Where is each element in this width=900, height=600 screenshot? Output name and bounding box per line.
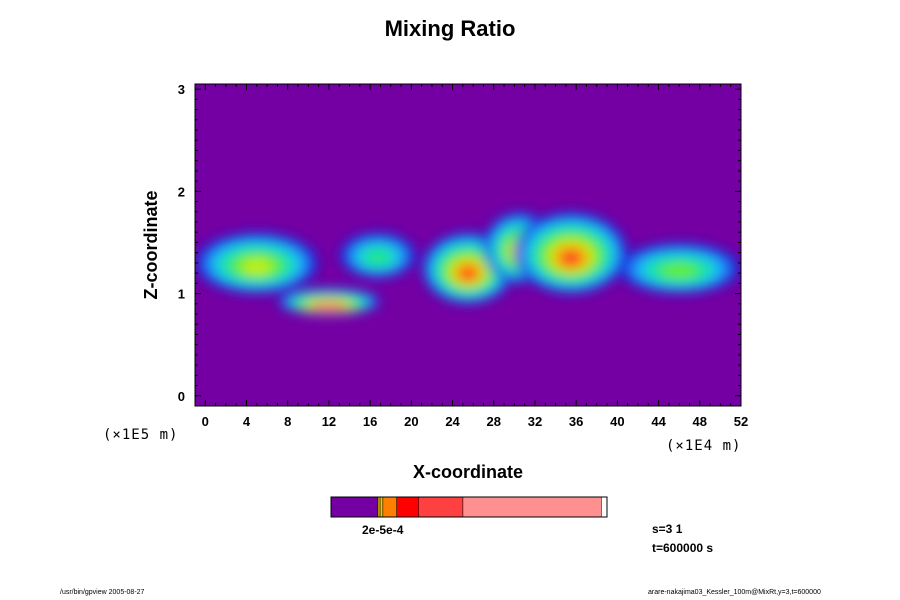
x-axis-ticks: 0 4 8 12 16 20 24 28 32 36 40 44 48 52: [202, 84, 748, 429]
field-region-3-level-8: [459, 266, 477, 281]
colorbar-frame: [330, 496, 608, 518]
field-region-1-level-9: [320, 305, 338, 310]
x-tick-label-28: 28: [487, 414, 501, 429]
colorbar-segment-0: [330, 496, 379, 518]
colorbar-labels: 2e-5e-4: [362, 523, 404, 537]
y-axis-ticks: 0 1 2 3: [178, 82, 741, 404]
x-tick-label-12: 12: [322, 414, 336, 429]
footer-source: arare-nakajima03_Kessler_100m@MixRt,y=3,…: [648, 589, 821, 596]
field-region-6-level-5: [661, 263, 697, 279]
x-tick-label-32: 32: [528, 414, 542, 429]
x-tick-label-40: 40: [610, 414, 624, 429]
y-tick-label-1: 1: [178, 287, 185, 302]
y-tick-label-2: 2: [178, 184, 185, 199]
x-tick-label-44: 44: [651, 414, 666, 429]
colorbar-segment-5: [418, 496, 464, 518]
colorbar-segment-6: [462, 496, 602, 518]
footer-command: /usr/bin/gpview 2005-08-27: [60, 589, 145, 596]
x-tick-label-16: 16: [363, 414, 377, 429]
y-tick-label-3: 3: [178, 82, 185, 97]
x-tick-label-36: 36: [569, 414, 583, 429]
time-text: t=600000 s: [652, 541, 714, 555]
x-scale-label: (×1E4 m): [666, 438, 741, 454]
y-axis-title: Z-coordinate: [141, 190, 161, 299]
s-value-text: s=3 1: [652, 522, 683, 536]
x-tick-label-8: 8: [284, 414, 291, 429]
colorbar-segment-1: [377, 496, 381, 518]
x-axis-title: X-coordinate: [413, 462, 523, 482]
colorbar-segment-3: [382, 496, 397, 518]
x-tick-label-0: 0: [202, 414, 209, 429]
field-region-2-level-4: [364, 249, 392, 266]
colorbar-segment-2: [379, 496, 384, 518]
x-tick-label-24: 24: [445, 414, 460, 429]
info-block: s=3 1 t=600000 s: [652, 520, 713, 558]
x-tick-label-48: 48: [693, 414, 707, 429]
y-tick-label-0: 0: [178, 389, 185, 404]
field-region-5-level-8: [560, 250, 582, 266]
y-scale-label: (×1E5 m): [103, 427, 178, 443]
chart-title: Mixing Ratio: [384, 16, 516, 41]
x-tick-label-4: 4: [243, 414, 251, 429]
x-tick-label-20: 20: [404, 414, 418, 429]
plot-frame: [194, 83, 742, 407]
mixing-ratio-field: [195, 211, 741, 314]
colorbar: [330, 496, 602, 518]
field-region-0-level-6: [241, 259, 272, 275]
x-tick-label-52: 52: [734, 414, 748, 429]
colorbar-segment-4: [396, 496, 420, 518]
field-blur-group: [195, 211, 741, 314]
